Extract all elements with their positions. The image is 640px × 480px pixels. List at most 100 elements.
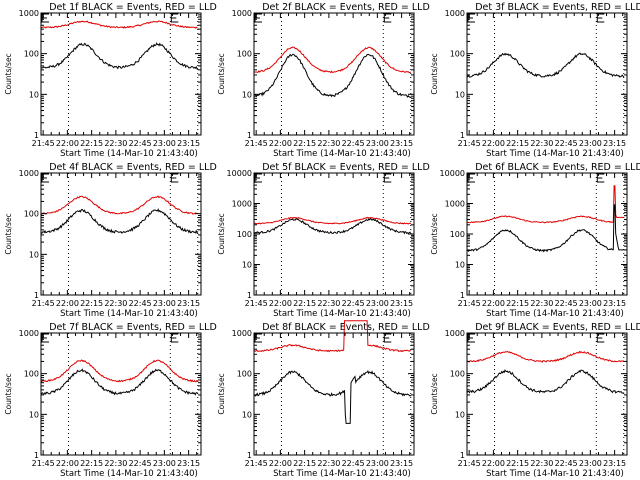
y-tick-label: 1000	[232, 9, 252, 18]
x-tick-label: 23:00	[366, 459, 389, 468]
series-line-events	[40, 42, 199, 70]
y-tick-label: 10	[29, 250, 39, 259]
panel-title: Det 6f BLACK = Events, RED = LLD	[475, 162, 640, 173]
plot-frame	[253, 332, 415, 456]
e-marker	[596, 13, 605, 23]
x-tick-label: 21:45	[458, 139, 481, 148]
x-tick-label: 22:15	[80, 139, 103, 148]
panel-det-6f: Det 6f BLACK = Events, RED = LLD Counts/s…	[430, 162, 640, 319]
panel-det-1f: Det 1f BLACK = Events, RED = LLD Counts/s…	[4, 2, 217, 159]
x-tick-label: 23:15	[390, 459, 413, 468]
series-line-events	[253, 217, 411, 235]
x-tick-label: 21:45	[32, 299, 55, 308]
y-axis-label: Counts/sec	[217, 213, 226, 254]
x-axis-label: Start Time (14-Mar-10 21:43:40)	[273, 149, 411, 159]
x-tick-label: 22:30	[530, 299, 553, 308]
x-axis-label: Start Time (14-Mar-10 21:43:40)	[60, 309, 198, 319]
series-line-events	[253, 370, 412, 424]
x-tick-label: 22:45	[555, 139, 578, 148]
x-tick-label: 23:00	[153, 139, 176, 148]
y-tick-label: 1000	[445, 200, 465, 209]
y-tick-label: 1	[460, 291, 465, 300]
x-axis-label: Start Time (14-Mar-10 21:43:40)	[273, 309, 411, 319]
y-axis-label: Counts/sec	[4, 213, 13, 254]
x-tick-label: 22:45	[342, 459, 365, 468]
y-tick-label: 100	[24, 370, 39, 379]
x-tick-label: 23:00	[153, 459, 176, 468]
x-tick-label: 21:45	[458, 459, 481, 468]
x-tick-label: 22:45	[129, 459, 152, 468]
y-tick-label: 100	[450, 370, 465, 379]
plot-frame	[40, 332, 202, 456]
panel-title: Det 1f BLACK = Events, RED = LLD	[49, 2, 217, 13]
x-tick-label: 22:00	[269, 459, 292, 468]
y-tick-label: 10	[455, 261, 465, 270]
y-tick-label: 1000	[232, 329, 252, 338]
x-tick-label: 22:15	[293, 299, 316, 308]
y-tick-label: 100	[237, 50, 252, 59]
panel-det-7f: Det 7f BLACK = Events, RED = LLD Counts/s…	[4, 322, 217, 479]
panel-title: Det 3f BLACK = Events, RED = LLD	[475, 2, 640, 13]
x-tick-label: 23:00	[366, 299, 389, 308]
panel-det-9f: Det 9f BLACK = Events, RED = LLD Counts/s…	[430, 322, 640, 479]
x-axis-label: Start Time (14-Mar-10 21:43:40)	[60, 469, 198, 479]
x-axis-label: Start Time (14-Mar-10 21:43:40)	[60, 149, 198, 159]
plot-frame	[40, 172, 202, 296]
x-tick-label: 22:15	[506, 299, 529, 308]
y-tick-label: 100	[237, 230, 252, 239]
x-tick-label: 22:30	[530, 139, 553, 148]
y-tick-label: 10	[29, 90, 39, 99]
series-line-lld	[466, 185, 624, 224]
y-axis-label: Counts/sec	[4, 53, 13, 94]
panel-title: Det 8f BLACK = Events, RED = LLD	[262, 322, 430, 333]
series-line-lld	[253, 216, 412, 225]
y-axis-label: Counts/sec	[217, 373, 226, 414]
series-line-events	[40, 208, 199, 235]
x-tick-label: 22:00	[482, 139, 505, 148]
panel-title: Det 7f BLACK = Events, RED = LLD	[49, 322, 217, 333]
x-tick-label: 23:15	[177, 139, 200, 148]
x-tick-label: 23:00	[579, 459, 602, 468]
x-tick-label: 22:30	[104, 139, 127, 148]
plot-frame	[253, 12, 415, 136]
y-axis-label: Counts/sec	[430, 53, 439, 94]
x-tick-label: 23:15	[177, 299, 200, 308]
panel-title: Det 9f BLACK = Events, RED = LLD	[475, 322, 640, 333]
panel-title: Det 2f BLACK = Events, RED = LLD	[262, 2, 430, 13]
x-tick-label: 22:45	[129, 139, 152, 148]
x-tick-label: 21:45	[32, 139, 55, 148]
y-tick-label: 1000	[19, 169, 39, 178]
panel-det-8f: Det 8f BLACK = Events, RED = LLD Counts/s…	[217, 320, 430, 479]
panel-det-3f: Det 3f BLACK = Events, RED = LLD Counts/s…	[430, 2, 640, 159]
x-tick-label: 23:15	[390, 299, 413, 308]
y-tick-label: 1	[34, 451, 39, 460]
series-line-events	[466, 52, 625, 78]
x-tick-label: 23:00	[153, 299, 176, 308]
y-tick-label: 10	[29, 410, 39, 419]
x-tick-label: 22:30	[104, 299, 127, 308]
y-tick-label: 100	[24, 50, 39, 59]
x-tick-label: 22:45	[129, 299, 152, 308]
x-tick-label: 23:00	[579, 139, 602, 148]
e-marker	[383, 173, 392, 183]
x-tick-label: 23:00	[579, 299, 602, 308]
panel-det-5f: Det 5f BLACK = Events, RED = LLD Counts/s…	[217, 162, 430, 319]
y-tick-label: 100	[237, 370, 252, 379]
x-tick-label: 21:45	[458, 299, 481, 308]
x-tick-label: 22:00	[56, 459, 79, 468]
x-tick-label: 22:30	[530, 459, 553, 468]
x-tick-label: 22:00	[482, 299, 505, 308]
y-tick-label: 1000	[19, 329, 39, 338]
panel-det-4f: Det 4f BLACK = Events, RED = LLD Counts/s…	[4, 162, 217, 319]
x-axis-label: Start Time (14-Mar-10 21:43:40)	[486, 309, 624, 319]
series-line-lld	[40, 20, 198, 29]
y-tick-label: 10	[455, 410, 465, 419]
e-marker	[596, 333, 605, 343]
series-line-lld	[253, 320, 412, 353]
x-tick-label: 22:15	[506, 139, 529, 148]
e-marker	[170, 333, 179, 343]
x-tick-label: 21:45	[245, 299, 268, 308]
x-tick-label: 22:45	[555, 299, 578, 308]
x-tick-label: 23:15	[603, 299, 626, 308]
x-tick-label: 22:15	[80, 459, 103, 468]
